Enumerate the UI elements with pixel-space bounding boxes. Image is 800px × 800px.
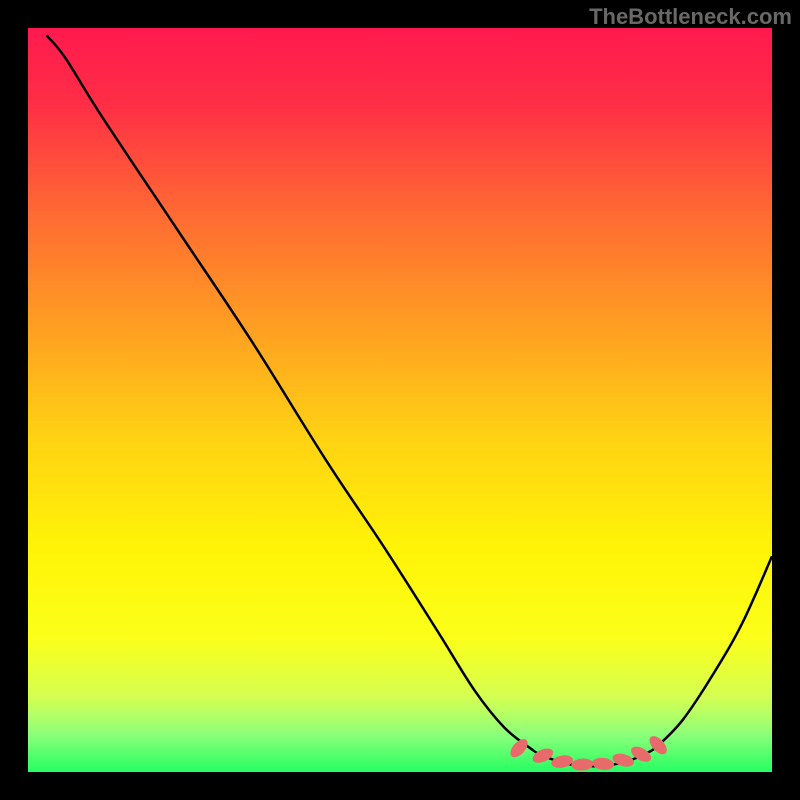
watermark-text: TheBottleneck.com xyxy=(589,4,792,30)
marker-capsule xyxy=(571,758,594,772)
markers-layer xyxy=(507,733,670,771)
curve-layer xyxy=(47,35,772,766)
bottleneck-curve xyxy=(47,35,772,766)
marker-capsule xyxy=(550,753,574,769)
marker-capsule xyxy=(611,751,635,769)
plot-container: TheBottleneck.com xyxy=(0,0,800,800)
marker-capsule xyxy=(592,757,615,771)
plot-svg xyxy=(0,0,800,800)
